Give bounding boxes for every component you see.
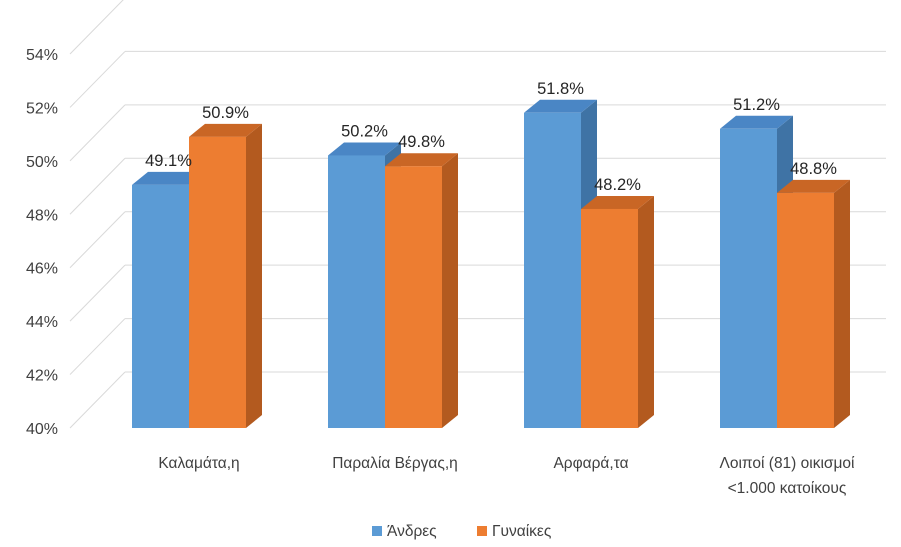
bar-side bbox=[246, 123, 262, 429]
bar-side bbox=[638, 195, 654, 428]
legend-swatch bbox=[372, 526, 382, 536]
y-tick-label: 50% bbox=[26, 154, 58, 171]
legend-swatch bbox=[477, 526, 487, 536]
bar bbox=[385, 166, 442, 428]
y-axis-ticks: 40% 42% 44% 46% 48% 50% 52% 54% bbox=[26, 47, 58, 438]
gridline-diagonal bbox=[69, 104, 126, 162]
y-tick-label: 54% bbox=[26, 47, 58, 64]
bar-top bbox=[581, 195, 654, 209]
data-labels: 49.1% 50.9% 50.2% 49.8% 51.8% 48.2% 51.2% 48.8% bbox=[145, 80, 837, 194]
y-tick-label: 46% bbox=[26, 261, 58, 278]
bar bbox=[777, 192, 834, 428]
x-tick-label: Καλαμάτα,η bbox=[158, 455, 239, 472]
x-tick-label: Λοιποί (81) οικισμοί <1.000 κατοίκους bbox=[720, 455, 856, 497]
bar-top bbox=[328, 142, 401, 156]
bar-top bbox=[189, 123, 262, 137]
bars bbox=[132, 99, 850, 429]
bar-top bbox=[132, 171, 205, 185]
bar bbox=[720, 128, 777, 429]
gridline-diagonal bbox=[69, 157, 126, 215]
y-tick-label: 52% bbox=[26, 100, 58, 117]
data-label: 48.2% bbox=[594, 176, 641, 194]
bar bbox=[189, 136, 246, 429]
bar-side bbox=[834, 179, 850, 428]
bar-top bbox=[385, 153, 458, 167]
bar bbox=[132, 184, 189, 428]
data-label: 48.8% bbox=[790, 160, 837, 178]
data-label: 49.8% bbox=[398, 133, 445, 151]
gridline-diagonal bbox=[69, 264, 126, 322]
x-tick-label: Αρφαρά,τα bbox=[553, 455, 628, 472]
gridline-diagonal bbox=[69, 211, 126, 269]
data-label: 51.8% bbox=[537, 80, 584, 98]
y-tick-label: 44% bbox=[26, 314, 58, 331]
bar bbox=[581, 208, 638, 428]
gridline-diagonal bbox=[69, 0, 124, 55]
bar bbox=[524, 112, 581, 429]
legend: Άνδρες Γυναίκες bbox=[372, 523, 551, 540]
bar-top bbox=[777, 179, 850, 193]
legend-label: Άνδρες bbox=[387, 523, 437, 540]
bar-top bbox=[720, 115, 793, 129]
bar-side bbox=[442, 153, 458, 428]
gridline-diagonal bbox=[69, 51, 126, 108]
gridline-diagonal bbox=[69, 371, 126, 429]
x-tick-label: Παραλία Βέργας,η bbox=[332, 455, 458, 472]
data-label: 49.1% bbox=[145, 152, 192, 170]
y-tick-label: 42% bbox=[26, 368, 58, 385]
legend-label: Γυναίκες bbox=[492, 523, 551, 540]
bar-top bbox=[524, 99, 597, 113]
data-label: 50.2% bbox=[341, 123, 388, 141]
bar bbox=[328, 155, 385, 428]
data-label: 50.9% bbox=[202, 104, 249, 122]
x-axis-ticks: Καλαμάτα,η Παραλία Βέργας,η Αρφαρά,τα Λοιπο… bbox=[158, 455, 855, 497]
gridline-diagonal bbox=[69, 318, 126, 375]
y-tick-label: 48% bbox=[26, 207, 58, 224]
y-tick-label: 40% bbox=[26, 421, 58, 438]
data-label: 51.2% bbox=[733, 96, 780, 114]
